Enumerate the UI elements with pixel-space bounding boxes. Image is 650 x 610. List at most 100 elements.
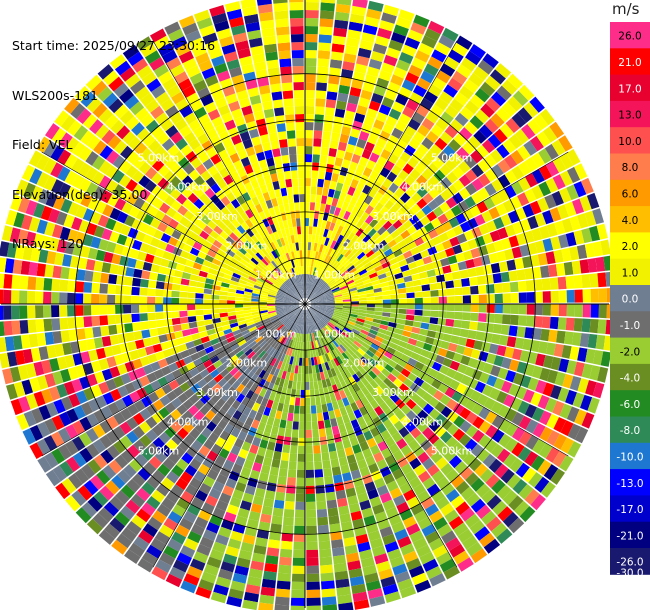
velocity-gate bbox=[374, 350, 384, 359]
velocity-gate bbox=[338, 245, 346, 254]
velocity-gate bbox=[342, 294, 351, 298]
velocity-gate bbox=[324, 107, 335, 117]
velocity-gate bbox=[252, 243, 261, 252]
velocity-gate bbox=[283, 298, 292, 302]
velocity-gate bbox=[118, 160, 132, 174]
velocity-gate bbox=[269, 273, 277, 281]
velocity-gate bbox=[132, 322, 141, 332]
velocity-gate bbox=[500, 213, 512, 227]
velocity-gate bbox=[420, 349, 431, 358]
velocity-gate bbox=[100, 190, 113, 204]
velocity-gate bbox=[357, 265, 366, 273]
velocity-gate bbox=[293, 549, 305, 558]
velocity-gate bbox=[259, 301, 267, 304]
velocity-gate bbox=[582, 304, 591, 318]
velocity-gate bbox=[351, 246, 360, 255]
velocity-gate bbox=[516, 361, 528, 374]
velocity-gate bbox=[215, 331, 225, 338]
velocity-gate bbox=[279, 264, 286, 273]
velocity-gate bbox=[493, 128, 508, 144]
velocity-gate bbox=[486, 494, 502, 510]
velocity-gate bbox=[322, 327, 329, 335]
velocity-gate bbox=[211, 383, 222, 394]
velocity-gate bbox=[288, 312, 295, 319]
velocity-gate bbox=[283, 300, 292, 303]
velocity-gate bbox=[236, 225, 246, 235]
velocity-gate bbox=[374, 202, 384, 212]
velocity-gate bbox=[320, 0, 336, 4]
velocity-gate bbox=[332, 349, 339, 358]
velocity-gate bbox=[72, 243, 83, 257]
velocity-gate bbox=[490, 443, 504, 458]
velocity-gate bbox=[391, 521, 406, 534]
velocity-gate bbox=[250, 234, 259, 244]
velocity-gate bbox=[117, 469, 132, 484]
velocity-gate bbox=[336, 100, 347, 111]
velocity-gate bbox=[284, 296, 292, 300]
velocity-gate bbox=[109, 334, 120, 346]
velocity-gate bbox=[228, 315, 237, 321]
velocity-gate bbox=[354, 350, 363, 359]
velocity-gate bbox=[158, 407, 170, 419]
range-ring-label: 1.00km bbox=[314, 269, 356, 282]
velocity-gate bbox=[540, 328, 550, 342]
velocity-gate bbox=[199, 482, 212, 495]
velocity-gate bbox=[445, 537, 461, 551]
velocity-gate bbox=[344, 378, 352, 388]
velocity-gate bbox=[306, 309, 309, 318]
velocity-gate bbox=[542, 382, 555, 397]
velocity-gate bbox=[253, 284, 262, 290]
velocity-gate bbox=[82, 113, 98, 129]
velocity-gate bbox=[194, 422, 206, 433]
velocity-gate bbox=[213, 360, 223, 369]
velocity-gate bbox=[497, 506, 513, 522]
velocity-gate bbox=[283, 281, 291, 289]
velocity-gate bbox=[274, 188, 282, 198]
velocity-gate bbox=[337, 281, 346, 287]
velocity-gate bbox=[396, 438, 408, 450]
velocity-gate bbox=[296, 381, 301, 390]
velocity-gate bbox=[327, 442, 337, 452]
velocity-gate bbox=[261, 315, 270, 321]
velocity-gate bbox=[45, 192, 58, 208]
velocity-gate bbox=[232, 253, 242, 262]
velocity-gate bbox=[443, 565, 460, 580]
velocity-gate bbox=[302, 357, 305, 366]
velocity-gate bbox=[396, 59, 411, 72]
velocity-gate bbox=[271, 339, 278, 348]
velocity-gate bbox=[258, 369, 266, 379]
velocity-gate bbox=[179, 382, 191, 393]
velocity-gate bbox=[540, 265, 550, 278]
velocity-gate bbox=[127, 227, 139, 239]
velocity-gate bbox=[51, 179, 64, 195]
velocity-gate bbox=[374, 291, 383, 297]
velocity-gate bbox=[76, 328, 86, 340]
velocity-gate bbox=[221, 112, 234, 124]
velocity-gate bbox=[247, 87, 260, 98]
velocity-gate bbox=[551, 190, 564, 206]
velocity-gate bbox=[471, 226, 482, 238]
velocity-gate bbox=[414, 361, 425, 371]
velocity-gate bbox=[230, 445, 241, 456]
velocity-gate bbox=[349, 313, 358, 318]
velocity-gate bbox=[384, 199, 395, 210]
velocity-gate bbox=[242, 269, 252, 276]
velocity-gate bbox=[338, 319, 347, 325]
velocity-gate bbox=[400, 229, 411, 240]
velocity-gate bbox=[243, 294, 252, 299]
velocity-gate bbox=[189, 427, 201, 440]
velocity-gate bbox=[284, 106, 295, 115]
velocity-gate bbox=[142, 364, 154, 375]
velocity-gate bbox=[0, 241, 10, 257]
velocity-gate bbox=[505, 370, 517, 383]
velocity-gate bbox=[581, 412, 595, 429]
velocity-gate bbox=[458, 433, 472, 447]
velocity-gate bbox=[215, 534, 229, 546]
velocity-gate bbox=[265, 51, 278, 61]
velocity-gate bbox=[193, 358, 203, 367]
velocity-gate bbox=[71, 436, 86, 452]
velocity-gate bbox=[533, 316, 543, 328]
colorbar-tick-label: 4.0 bbox=[622, 215, 639, 227]
velocity-gate bbox=[128, 136, 142, 151]
velocity-gate bbox=[288, 404, 295, 414]
